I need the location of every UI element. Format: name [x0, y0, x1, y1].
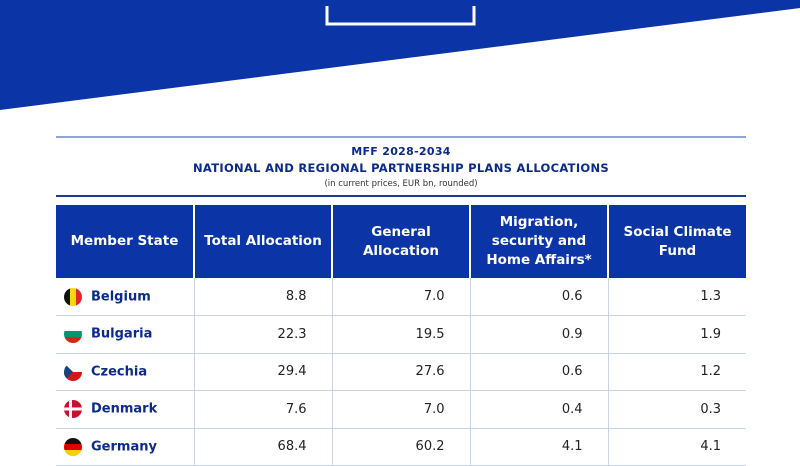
table-row: Czechia 29.4 27.6 0.6 1.2	[56, 353, 746, 391]
total-cell: 7.6	[194, 390, 333, 429]
subtitle: (in current prices, EUR bn, rounded)	[324, 179, 478, 189]
total-cell: 29.4	[194, 353, 333, 391]
table-row: Bulgaria 22.3 19.5 0.9 1.9	[56, 315, 746, 354]
title-block: MFF 2028-2034 NATIONAL AND REGIONAL PART…	[56, 136, 746, 197]
table-row: Denmark 7.6 7.0 0.4 0.3	[56, 390, 746, 429]
col-total-allocation: Total Allocation	[194, 205, 333, 278]
germany-flag-icon	[64, 437, 82, 456]
czechia-flag-icon	[64, 362, 82, 381]
total-cell: 22.3	[194, 315, 333, 354]
general-cell: 19.5	[332, 315, 471, 354]
member-state-cell: Czechia	[56, 353, 195, 391]
top-rule	[56, 136, 746, 138]
title-line-2: NATIONAL AND REGIONAL PARTNERSHIP PLANS …	[193, 161, 609, 175]
col-migration: Migration, security and Home Affairs*	[470, 205, 609, 278]
member-state-name: Denmark	[91, 401, 158, 417]
col-social-climate-fund: Social Climate Fund	[608, 205, 746, 278]
general-cell: 7.0	[332, 278, 471, 316]
title-line-1: MFF 2028-2034	[351, 145, 451, 158]
member-state-cell: Denmark	[56, 390, 195, 429]
total-cell: 68.4	[194, 428, 333, 466]
bulgaria-flag-icon	[64, 325, 82, 344]
migration-cell: 0.6	[470, 278, 609, 316]
member-state-cell: Bulgaria	[56, 315, 195, 354]
table-row: Belgium 8.8 7.0 0.6 1.3	[56, 278, 746, 316]
climate-cell: 1.9	[608, 315, 746, 354]
general-cell: 27.6	[332, 353, 471, 391]
bottom-rule	[56, 195, 746, 197]
header-row: Member State Total Allocation General Al…	[56, 205, 746, 278]
total-cell: 8.8	[194, 278, 333, 316]
col-general-allocation: General Allocation	[332, 205, 471, 278]
climate-cell: 1.3	[608, 278, 746, 316]
denmark-flag-icon	[64, 400, 82, 419]
member-state-cell: Germany	[56, 428, 195, 466]
migration-cell: 0.9	[470, 315, 609, 354]
header-banner	[0, 0, 800, 110]
migration-cell: 4.1	[470, 428, 609, 466]
climate-cell: 4.1	[608, 428, 746, 466]
allocations-table: Member State Total Allocation General Al…	[56, 205, 746, 466]
migration-cell: 0.6	[470, 353, 609, 391]
general-cell: 60.2	[332, 428, 471, 466]
col-member-state: Member State	[56, 205, 195, 278]
table-row: Germany 68.4 60.2 4.1 4.1	[56, 428, 746, 466]
member-state-name: Bulgaria	[91, 326, 153, 342]
migration-cell: 0.4	[470, 390, 609, 429]
member-state-name: Czechia	[91, 364, 148, 380]
banner-shape	[0, 0, 800, 110]
member-state-cell: Belgium	[56, 278, 195, 316]
member-state-name: Belgium	[91, 289, 151, 304]
belgium-flag-icon	[64, 287, 82, 306]
climate-cell: 0.3	[608, 390, 746, 429]
climate-cell: 1.2	[608, 353, 746, 391]
member-state-name: Germany	[91, 439, 157, 455]
general-cell: 7.0	[332, 390, 471, 429]
banner-bracket-icon	[325, 6, 476, 26]
